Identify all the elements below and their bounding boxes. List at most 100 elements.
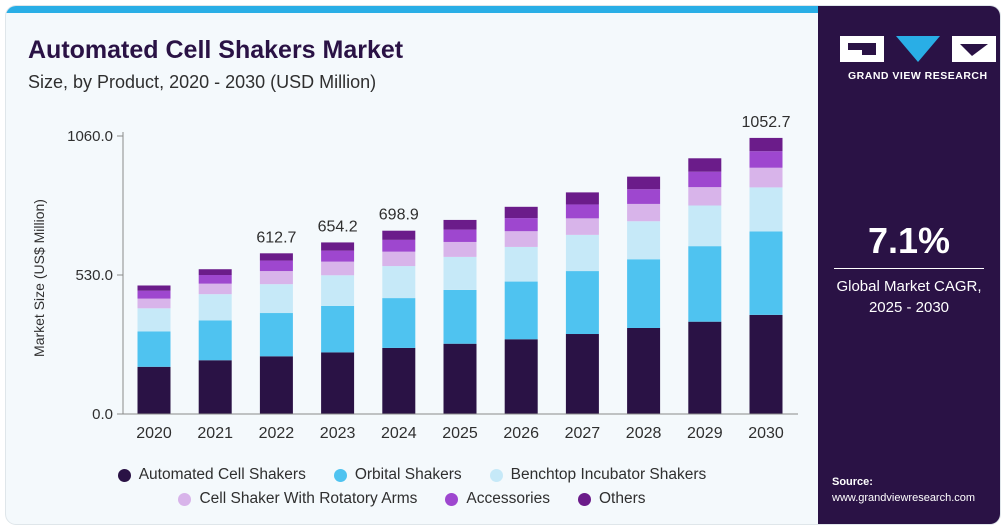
legend-label: Automated Cell Shakers (138, 466, 306, 483)
bar-segment (749, 151, 783, 168)
bar-segment (137, 290, 171, 299)
legend-row-1: Automated Cell Shakers Orbital Shakers B… (6, 466, 818, 484)
bar-segment (443, 343, 477, 414)
divider (834, 268, 984, 269)
bar-segment (198, 275, 232, 284)
bar-segment (504, 246, 538, 282)
source-link[interactable]: www.grandviewresearch.com (832, 492, 976, 504)
x-tick-label: 2021 (197, 425, 233, 442)
bar-segment (627, 189, 661, 204)
bar-segment (137, 298, 171, 309)
total-data-label: 1052.7 (742, 114, 791, 131)
chart-title: Automated Cell Shakers Market (28, 36, 404, 64)
y-axis-label: Market Size (US$ Million) (31, 199, 47, 357)
bar-segment (565, 234, 599, 272)
bar-segment (321, 352, 355, 414)
bar-segment (259, 284, 293, 314)
bar-segment (749, 167, 783, 188)
bar-segment (504, 218, 538, 232)
legend-swatch (178, 492, 192, 506)
bar-segment (382, 298, 416, 348)
bar-segment (198, 294, 232, 321)
legend-item-accessories: Accessories (445, 490, 550, 508)
x-tick-label: 2028 (626, 425, 662, 442)
bar-segment (137, 285, 171, 291)
x-tick-label: 2030 (748, 425, 784, 442)
bar-segment (749, 137, 783, 152)
bar-segment (688, 171, 722, 188)
bar-segment (504, 231, 538, 247)
bar-segment (259, 253, 293, 261)
bar-segment (688, 158, 722, 172)
bar-segment (565, 192, 599, 205)
bar-segment (259, 271, 293, 285)
bar-segment (321, 275, 355, 306)
accent-top-bar (6, 6, 818, 13)
legend-label: Benchtop Incubator Shakers (510, 466, 707, 483)
bar-segment (688, 187, 722, 206)
x-axis: 2020 2021 2022 2023 2024 2025 2026 2027 2028 2029… (123, 413, 798, 442)
source-label: Source: (832, 476, 873, 488)
x-tick-label: 2025 (442, 425, 478, 442)
bar-segment (137, 331, 171, 367)
cagr-label-line2: 2025 - 2030 (868, 299, 950, 316)
bar-segment (137, 366, 171, 414)
bar-segment (688, 205, 722, 247)
legend-label: Others (598, 490, 646, 507)
brand-logo (840, 36, 996, 62)
bar-segment (565, 334, 599, 414)
bar-segment (504, 339, 538, 414)
bar-segment (443, 256, 477, 290)
bar-segment (259, 356, 293, 414)
legend-item-rotatory: Cell Shaker With Rotatory Arms (178, 490, 417, 508)
bar-segment (321, 250, 355, 262)
y-tick-label: 0.0 (92, 406, 113, 423)
bar-segment (749, 187, 783, 232)
legend-label: Accessories (466, 490, 550, 507)
x-tick-label: 2023 (320, 425, 356, 442)
bar-segment (443, 241, 477, 257)
legend-swatch (577, 492, 591, 506)
bar-segment (627, 221, 661, 260)
bar-segment (627, 259, 661, 328)
bar-segment (137, 308, 171, 332)
chart-frame: Automated Cell Shakers Market Size, by P… (6, 6, 1000, 524)
bar-segment (198, 269, 232, 275)
bar-segment (321, 261, 355, 276)
bar-segment (321, 305, 355, 353)
bar-segment (382, 239, 416, 252)
legend-item-others: Others (577, 490, 646, 508)
x-tick-label: 2024 (381, 425, 417, 442)
total-data-label: 698.9 (379, 207, 419, 224)
bar-segment (504, 281, 538, 340)
bar-segment (688, 321, 722, 414)
bar-segment (382, 251, 416, 267)
bar-segment (198, 283, 232, 295)
bar-segment (321, 242, 355, 251)
legend-swatch (117, 468, 131, 482)
y-axis: 0.0 530.0 1060.0 (67, 128, 124, 423)
legend-label: Orbital Shakers (354, 466, 462, 483)
y-tick-label: 530.0 (75, 267, 113, 284)
bar-segment (382, 230, 416, 240)
legend-row-2: Cell Shaker With Rotatory Arms Accessori… (6, 490, 818, 508)
bar-chart: 0.0 530.0 1060.0 612.7 654.2 698.9 1052.7 202… (31, 114, 798, 442)
bar-segment (382, 266, 416, 299)
bar-segment (749, 314, 783, 414)
chart-subtitle: Size, by Product, 2020 - 2030 (USD Milli… (28, 72, 377, 92)
bar-segment (565, 271, 599, 335)
legend-swatch (445, 492, 459, 506)
cagr-value: 7.1% (867, 220, 951, 261)
total-data-label: 612.7 (256, 229, 296, 246)
bar-segment (565, 204, 599, 219)
legend-item-orbital: Orbital Shakers (333, 466, 462, 484)
legend-swatch (333, 468, 347, 482)
x-tick-label: 2026 (503, 425, 539, 442)
bar-segment (627, 327, 661, 414)
x-tick-label: 2022 (259, 425, 295, 442)
legend-item-benchtop: Benchtop Incubator Shakers (489, 466, 707, 484)
y-tick-label: 1060.0 (67, 128, 113, 145)
bar-segment (627, 203, 661, 222)
bar-segment (443, 289, 477, 344)
legend-item-automated: Automated Cell Shakers (117, 466, 306, 484)
